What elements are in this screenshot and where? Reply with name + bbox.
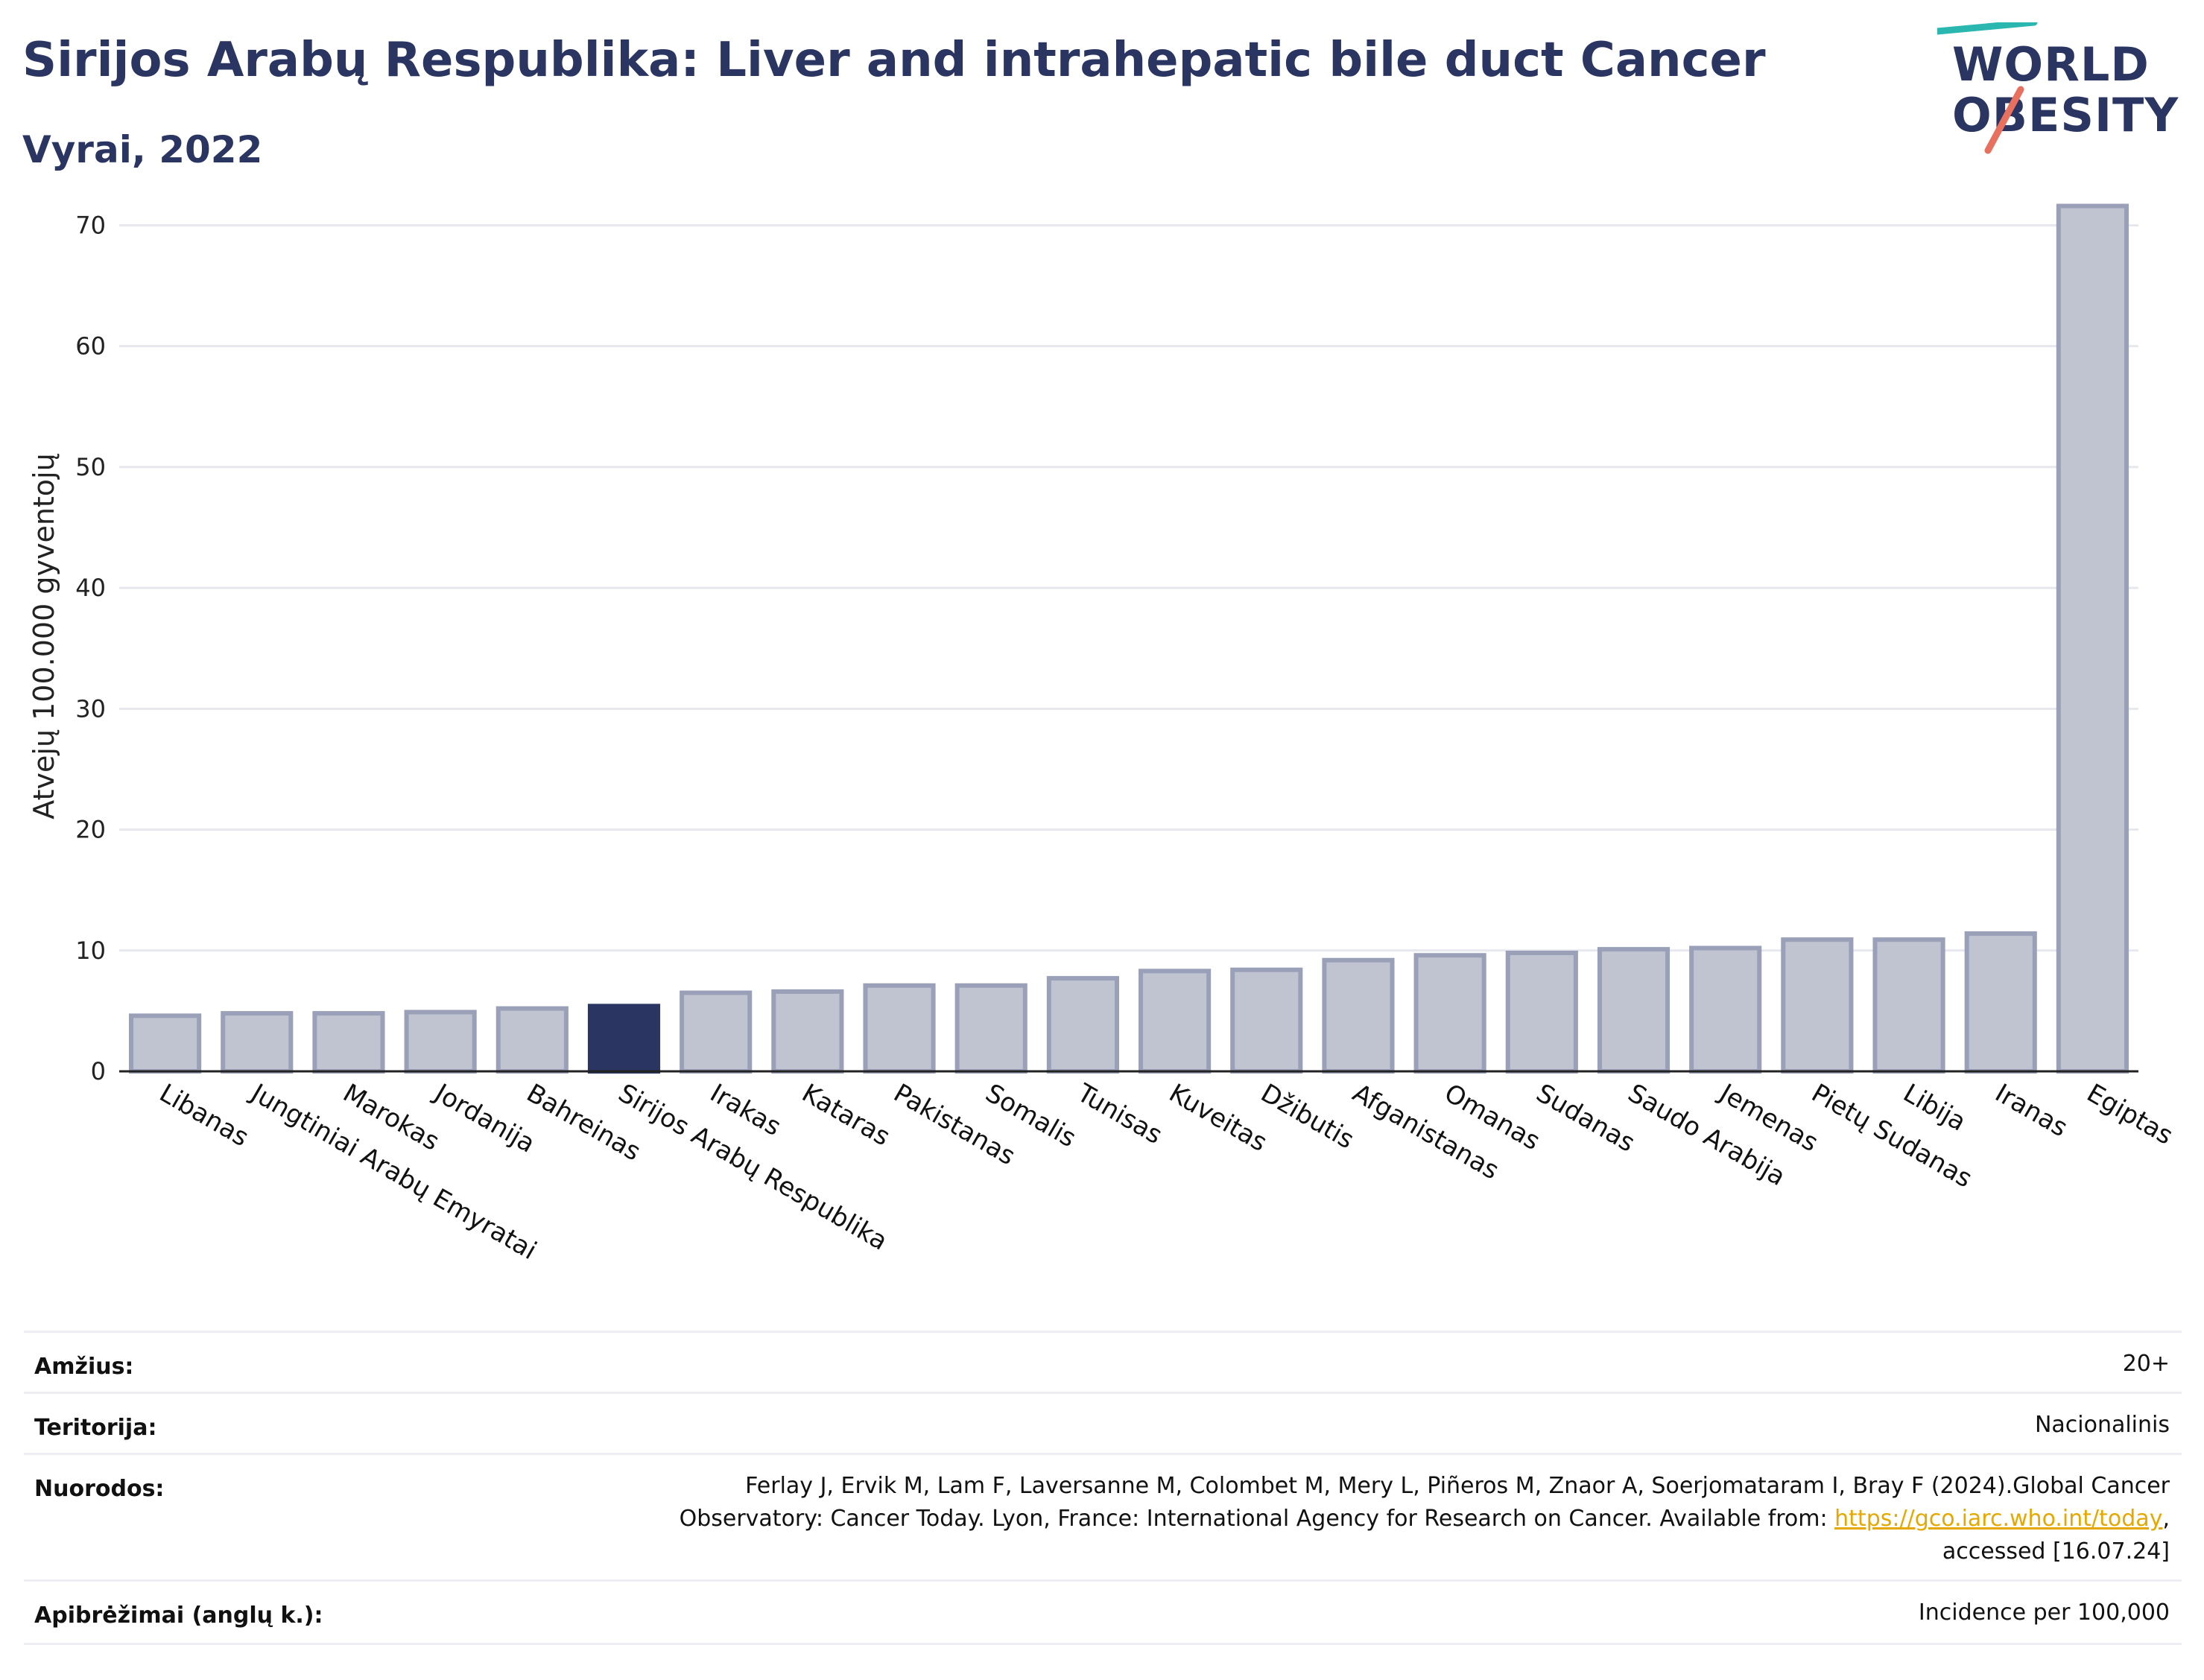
y-tick-label: 30 — [75, 694, 106, 723]
bar — [129, 1013, 202, 1074]
meta-row-definitions: Apibrėžimai (anglų k.): Incidence per 10… — [24, 1579, 2182, 1645]
y-tick-label: 10 — [75, 936, 106, 965]
bar — [1505, 951, 1578, 1074]
bar — [587, 1004, 661, 1074]
bar — [1230, 967, 1303, 1074]
meta-row-age: Amžius: 20+ — [24, 1331, 2182, 1394]
x-tick-label: Pietų Sudanas — [1806, 1078, 1977, 1194]
x-tick-label: Kuveitas — [1164, 1078, 1272, 1158]
territory-label: Teritorija: — [34, 1415, 157, 1441]
bar — [863, 983, 936, 1074]
references-line-2-text: Observatory: Cancer Today. Lyon, France:… — [679, 1506, 1835, 1532]
x-tick-label: Kataras — [797, 1078, 895, 1152]
definitions-value: Incidence per 100,000 — [1918, 1600, 2170, 1626]
x-tick-label: Jordanija — [428, 1077, 540, 1159]
references-value: Ferlay J, Ervik M, Lam F, Laversanne M, … — [680, 1470, 2170, 1568]
bar — [312, 1011, 385, 1074]
y-tick-label: 20 — [75, 816, 106, 844]
meta-row-references: Nuorodos: Ferlay J, Ervik M, Lam F, Lave… — [24, 1453, 2182, 1582]
bar — [495, 1006, 569, 1074]
logo-text-obesity: OBESITY — [1952, 88, 2179, 142]
bar — [1597, 947, 1671, 1074]
y-axis-label: Atvejų 100.000 gyventojų — [28, 453, 60, 819]
x-tick-label: Egiptas — [2082, 1078, 2178, 1151]
references-link[interactable]: https://gco.iarc.who.int/today — [1834, 1506, 2163, 1532]
chart-title: Sirijos Arabų Respublika: Liver and intr… — [22, 33, 1766, 88]
y-tick-label: 50 — [75, 453, 106, 481]
logo-text-world: WORLD — [1952, 37, 2150, 92]
y-tick-label: 70 — [75, 211, 106, 239]
bar — [1413, 953, 1486, 1074]
territory-value: Nacionalinis — [2034, 1412, 2170, 1438]
age-value: 20+ — [2122, 1351, 2170, 1377]
references-line-3: accessed [16.07.24] — [1942, 1538, 2170, 1565]
bar — [404, 1009, 477, 1074]
bar — [1322, 957, 1395, 1074]
bar — [1781, 937, 1854, 1074]
world-obesity-logo: WORLD OBESITY — [1937, 22, 2191, 156]
y-tick-label: 60 — [75, 332, 106, 361]
logo-slash-icon — [1937, 22, 2038, 154]
references-label: Nuorodos: — [34, 1476, 165, 1502]
bar — [1139, 969, 1212, 1074]
bar — [1689, 945, 1762, 1074]
bar — [954, 983, 1027, 1074]
bar — [1872, 937, 1945, 1074]
x-tick-label: Tunisas — [1071, 1078, 1168, 1150]
bar — [2056, 203, 2129, 1074]
bar — [1964, 931, 2037, 1074]
bar-chart: 0 10 20 30 40 50 60 70 Atvejų 100.000 gyventojų L… — [28, 203, 2178, 1266]
y-tick-label: 40 — [75, 574, 106, 602]
x-tick-label: Sudanas — [1531, 1078, 1640, 1158]
y-tick-label: 0 — [91, 1057, 106, 1085]
x-tick-label: Libanas — [154, 1078, 253, 1153]
bar — [680, 990, 753, 1074]
references-line-1: Ferlay J, Ervik M, Lam F, Laversanne M, … — [745, 1473, 2170, 1499]
definitions-label: Apibrėžimai (anglų k.): — [34, 1603, 323, 1629]
references-line-2: Observatory: Cancer Today. Lyon, France:… — [680, 1503, 2170, 1535]
bar — [221, 1011, 294, 1074]
age-label: Amžius: — [34, 1354, 134, 1380]
meta-row-territory: Teritorija: Nacionalinis — [24, 1392, 2182, 1455]
references-line-2-end: , — [2162, 1506, 2170, 1532]
chart-subtitle: Vyrai, 2022 — [22, 128, 263, 171]
x-tick-label: Iranas — [1990, 1078, 2073, 1143]
bar — [771, 989, 844, 1074]
x-tick-label: Džibutis — [1255, 1078, 1359, 1155]
bar — [1046, 976, 1119, 1074]
x-tick-label: Saudo Arabija — [1623, 1078, 1790, 1192]
